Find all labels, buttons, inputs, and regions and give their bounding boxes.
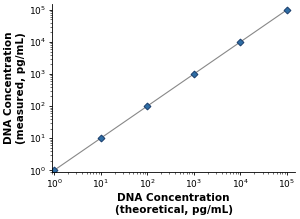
Y-axis label: DNA Concentration
(measured, pg/mL): DNA Concentration (measured, pg/mL) [4,32,26,144]
X-axis label: DNA Concentration
(theoretical, pg/mL): DNA Concentration (theoretical, pg/mL) [115,193,232,215]
